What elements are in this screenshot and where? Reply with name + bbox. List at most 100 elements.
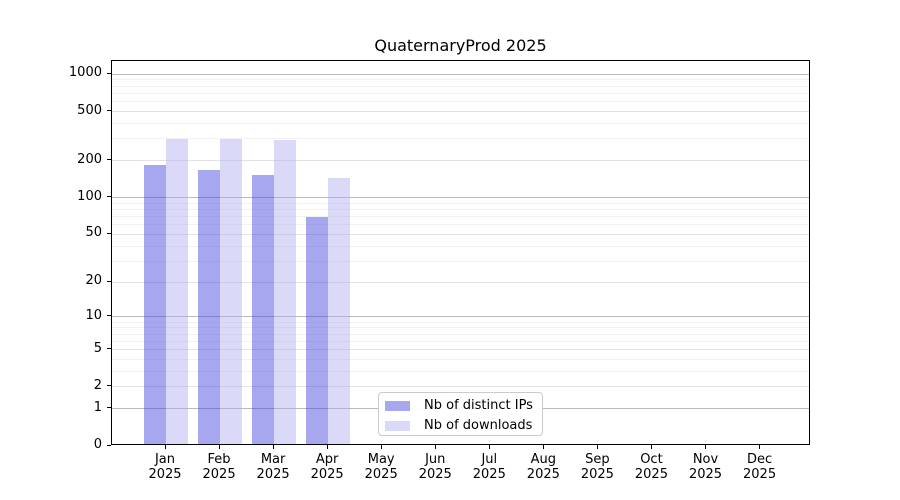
y-tick-label-0: 0 [93,437,102,452]
bar-downloads-feb [220,139,243,444]
x-tick-label-jun: Jun 2025 [405,452,465,482]
y-tick-mark [107,385,111,387]
x-tick-label-sep: Sep 2025 [567,452,627,482]
y-tick-mark [107,315,111,317]
minor-gridline [112,358,809,360]
x-tick-mark [218,445,220,449]
minor-gridline [112,92,809,94]
bar-distinct-ips-apr [306,216,329,444]
x-tick-label-month: Dec [746,452,773,467]
x-tick-label-jul: Jul 2025 [459,452,519,482]
x-tick-label-year: 2025 [310,467,344,482]
gridline [112,349,809,351]
x-tick-label-year: 2025 [580,467,614,482]
minor-gridline [112,202,809,204]
y-tick-label-20: 20 [85,273,102,289]
x-tick-label-month: Jun [425,452,446,467]
x-tick-mark [380,445,382,449]
y-tick-label-5: 5 [93,340,102,356]
minor-gridline [112,370,809,372]
x-tick-label-dec: Dec 2025 [730,452,790,482]
x-tick-label-year: 2025 [364,467,398,482]
gridline [112,111,809,113]
y-tick-label-100: 100 [77,188,102,204]
minor-gridline [112,101,809,103]
x-tick-label-year: 2025 [472,467,506,482]
minor-gridline [112,333,809,335]
plot-area [111,60,810,445]
x-tick-label-aug: Aug 2025 [513,452,573,482]
minor-gridline [112,224,809,226]
minor-gridline [112,321,809,323]
minor-gridline [112,245,809,247]
gridline [112,73,809,75]
x-tick-label-month: Oct [640,452,663,467]
x-tick-label-year: 2025 [202,467,236,482]
x-tick-mark [488,445,490,449]
y-tick-mark [107,280,111,282]
x-tick-label-mar: Mar 2025 [243,452,303,482]
minor-gridline [112,79,809,81]
x-tick-label-nov: Nov 2025 [676,452,736,482]
bar-distinct-ips-mar [252,175,275,444]
legend-item-downloads: Nb of downloads [385,418,534,434]
x-tick-label-jan: Jan 2025 [135,452,195,482]
x-tick-label-year: 2025 [418,467,452,482]
x-tick-label-month: Aug [530,452,557,467]
gridline [112,386,809,388]
x-tick-label-year: 2025 [256,467,290,482]
x-tick-label-month: Jul [481,452,498,467]
y-tick-mark [107,444,111,446]
y-tick-label-10: 10 [85,307,102,323]
legend-swatch-distinct-ips [385,401,410,411]
x-tick-label-year: 2025 [526,467,560,482]
legend-item-distinct-ips: Nb of distinct IPs [385,398,534,414]
minor-gridline [112,209,809,211]
minor-gridline [112,340,809,342]
y-tick-label-1: 1 [93,399,102,415]
x-tick-mark [596,445,598,449]
x-tick-label-apr: Apr 2025 [297,452,357,482]
x-tick-label-month: Feb [207,452,231,467]
y-tick-mark [107,407,111,409]
minor-gridline [112,85,809,87]
y-tick-label-50: 50 [85,225,102,241]
x-tick-label-month: Mar [260,452,286,467]
x-tick-label-may: May 2025 [351,452,411,482]
x-tick-mark [759,445,761,449]
bar-downloads-apr [328,177,351,444]
bar-distinct-ips-feb [198,170,221,444]
gridline [112,316,809,318]
x-tick-label-month: Jan [154,452,176,467]
chart-title: QuaternaryProd 2025 [374,36,547,55]
x-tick-label-month: May [367,452,395,467]
y-tick-label-1000: 1000 [68,65,102,81]
x-tick-label-feb: Feb 2025 [189,452,249,482]
gridline [112,281,809,283]
bar-downloads-jan [166,138,188,444]
minor-gridline [112,327,809,329]
x-tick-label-month: Nov [692,452,719,467]
legend-label-distinct-ips: Nb of distinct IPs [424,398,533,413]
x-tick-label-year: 2025 [634,467,668,482]
y-tick-mark [107,232,111,234]
x-tick-label-year: 2025 [148,467,182,482]
x-tick-mark [650,445,652,449]
x-tick-label-oct: Oct 2025 [621,452,681,482]
x-tick-label-month: Sep [585,452,610,467]
legend: Nb of distinct IPs Nb of downloads [378,392,543,436]
x-tick-mark [326,445,328,449]
minor-gridline [112,216,809,218]
x-tick-mark [434,445,436,449]
y-tick-mark [107,348,111,350]
gridline [112,197,809,199]
minor-gridline [112,123,809,125]
y-tick-mark [107,159,111,161]
x-tick-label-year: 2025 [743,467,777,482]
gridline [112,233,809,235]
x-tick-mark [542,445,544,449]
legend-label-downloads: Nb of downloads [424,418,533,433]
bar-downloads-mar [274,139,297,444]
y-tick-label-500: 500 [77,102,102,118]
